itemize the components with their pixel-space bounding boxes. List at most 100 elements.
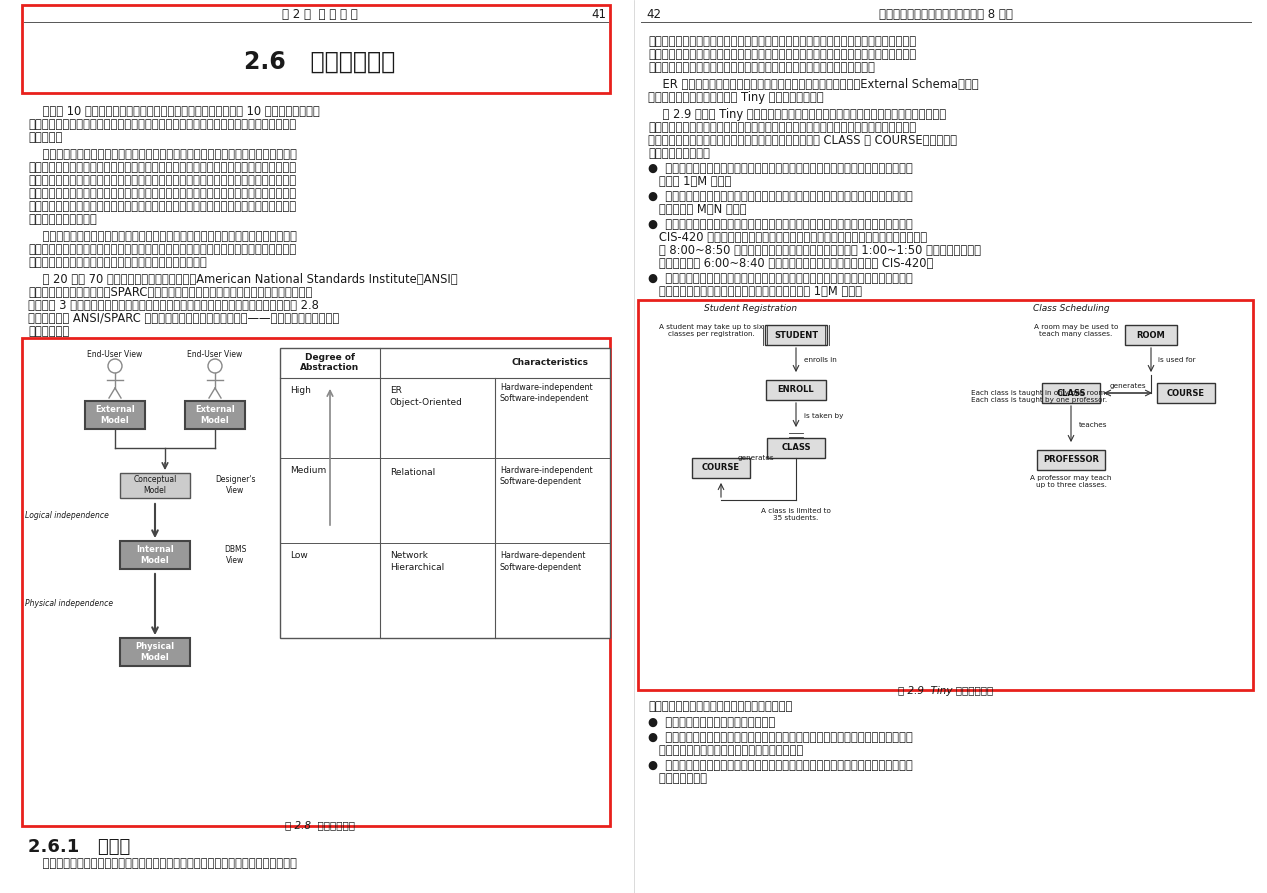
Text: 同时间被多个班级使用。因此，教室和班级之间是 1：M 联系。: 同时间被多个班级使用。因此，教室和班级之间是 1：M 联系。: [647, 285, 862, 298]
Text: End-User View: End-User View: [87, 350, 143, 359]
Bar: [639, 300, 1253, 690]
Text: ROOM: ROOM: [1136, 330, 1166, 339]
Text: Hardware-dependent: Hardware-dependent: [500, 551, 585, 560]
Text: Software-dependent: Software-dependent: [500, 477, 582, 486]
Bar: [1125, 325, 1177, 345]
Bar: [120, 638, 190, 666]
Text: 外部模型所定义的所有处理、操作需求和约束；: 外部模型所定义的所有处理、操作需求和约束；: [647, 744, 803, 757]
Text: 层次的抽象对整合组织内不同层次的数据视图也很有帮助。: 层次的抽象对整合组织内不同层次的数据视图也很有帮助。: [28, 256, 207, 269]
Text: 所示。该图对 ANSI/SPARC 框架进行了扩展：增加了物理模型——定义内模式中物理层次: 所示。该图对 ANSI/SPARC 框架进行了扩展：增加了物理模型——定义内模式…: [28, 312, 340, 325]
Text: PROFESSOR: PROFESSOR: [1043, 455, 1098, 464]
Text: External
Model: External Model: [195, 405, 234, 425]
Text: Degree of: Degree of: [305, 353, 355, 362]
Text: ER: ER: [390, 386, 402, 395]
Text: 是下一层抽象的基础。: 是下一层抽象的基础。: [28, 213, 96, 226]
Text: 午 8:00~8:50 上课；另一个班安排在周一、三、五下午 1:00~1:50 上课；第三个班安: 午 8:00~8:50 上课；另一个班安排在周一、三、五下午 1:00~1:50…: [647, 244, 981, 257]
Text: 门的用户都认为他们的数据子集与公司的其他部门是分离的或者是外部的。: 门的用户都认为他们的数据子集与公司的其他部门是分离的或者是外部的。: [647, 61, 875, 74]
Text: Network: Network: [390, 551, 428, 560]
Text: 数据库系统设计、实现与管理（第 8 版）: 数据库系统设计、实现与管理（第 8 版）: [879, 9, 1012, 21]
Text: Software-dependent: Software-dependent: [500, 563, 582, 572]
Text: CIS-420 的数据库课程可能同时有多个选课班，其中一个班安排在周一、三、五上: CIS-420 的数据库课程可能同时有多个选课班，其中一个班安排在周一、三、五上: [647, 231, 927, 244]
Bar: [22, 338, 609, 826]
Text: 图 2.9  Tiny 大学的外模型: 图 2.9 Tiny 大学的外模型: [898, 686, 993, 696]
Text: ER 图可用于表示外部视图。外部视图的特定表示称为外模式（External Schema）。为: ER 图可用于表示外部视图。外部视图的特定表示称为外模式（External Sc…: [647, 78, 978, 91]
Bar: [765, 325, 827, 345]
Text: 排在周四晚上 6:00~8:40 上课。但所有三个班的课程编号都是 CIS-420。: 排在周四晚上 6:00~8:40 上课。但所有三个班的课程编号都是 CIS-42…: [647, 257, 934, 270]
Text: 无法进行加工，而确定工程细节又离不开设计人员的总体设计框架。因此，每一层抽象都: 无法进行加工，而确定工程细节又离不开设计人员的总体设计框架。因此，每一层抽象都: [28, 200, 296, 213]
Text: A professor may teach
up to three classes.: A professor may teach up to three classe…: [1030, 475, 1111, 488]
Text: ●  一个教授可以教多个选课班，而每个选课班只能由一个教授授课，即教授与选课班: ● 一个教授可以教多个选课班，而每个选课班只能由一个教授授课，即教授与选课班: [647, 162, 912, 175]
Text: 市场等。这些部门都有各自的约束和需求，且都使用公司全局数据的子集。因此，每个部: 市场等。这些部门都有各自的约束和需求，且都使用公司全局数据的子集。因此，每个部: [647, 48, 916, 61]
Text: High: High: [290, 386, 310, 395]
Text: Relational: Relational: [390, 468, 436, 477]
Text: 使用外部视图表示数据库的子集具有以下优点：: 使用外部视图表示数据库的子集具有以下优点：: [647, 700, 792, 713]
Text: Each class is taught in only one room.
Each class is taught by one professor.: Each class is taught in only one room. E…: [971, 390, 1107, 403]
Bar: [692, 458, 750, 478]
Bar: [22, 5, 609, 93]
Text: 了说明外模型视图，下面分析 Tiny 大学的数据环境。: 了说明外模型视图，下面分析 Tiny 大学的数据环境。: [647, 91, 824, 104]
Text: 视图共享公共实体。例如，两个部门的外部模式共享实体 CLASS 和 COURSE。各实体之: 视图共享公共实体。例如，两个部门的外部模式共享实体 CLASS 和 COURSE…: [647, 134, 957, 147]
Text: is used for: is used for: [1158, 357, 1196, 363]
Text: CLASS: CLASS: [782, 444, 811, 453]
Text: External
Model: External Model: [95, 405, 134, 425]
Text: A class is limited to
35 students.: A class is limited to 35 students.: [761, 508, 831, 521]
Text: Abstraction: Abstraction: [300, 363, 360, 372]
Bar: [120, 473, 190, 498]
Text: 实体、联系、过程及约束。要注意的是，虽然应用视图彼此独立，但是每个视图可与其他: 实体、联系、过程及约束。要注意的是，虽然应用视图彼此独立，但是每个视图可与其他: [647, 121, 916, 134]
Text: ●  每门课程可开设多个选课班，而每个选课班只能属于一门课程。例如，课程编号为: ● 每门课程可开设多个选课班，而每个选课班只能属于一门课程。例如，课程编号为: [647, 218, 912, 231]
Text: 据的抽象视图，然后在设计过程中逐渐添加具体细节内容，最终接近具体实现。使用不同: 据的抽象视图，然后在设计过程中逐渐添加具体细节内容，最终接近具体实现。使用不同: [28, 243, 296, 256]
Text: 第 2 章  数 据 模 型: 第 2 章 数 据 模 型: [283, 9, 357, 21]
Text: Object-Oriented: Object-Oriented: [390, 398, 462, 407]
Text: CLASS: CLASS: [1057, 388, 1086, 397]
Text: 间的联系分析如下：: 间的联系分析如下：: [647, 147, 710, 160]
Bar: [767, 438, 825, 458]
Text: 外模型是用户的数据视图。此处的用户是指通过应用程序操纵数据并产生信息的人，: 外模型是用户的数据视图。此处的用户是指通过应用程序操纵数据并产生信息的人，: [28, 857, 296, 870]
Text: 课班之间是 M：N 联系。: 课班之间是 M：N 联系。: [647, 203, 746, 216]
Text: A student may take up to six
classes per registration.: A student may take up to six classes per…: [659, 324, 763, 337]
Text: 2.6.1   外模型: 2.6.1 外模型: [28, 838, 131, 856]
Bar: [120, 541, 190, 569]
Text: Hierarchical: Hierarchical: [390, 563, 445, 572]
Text: 图 2.8  数据抽象层次: 图 2.8 数据抽象层次: [285, 820, 355, 830]
Text: 图 2.9 表示了 Tiny 大学两个部门的外模式：学生注册和课程计划。每个外模式包括了: 图 2.9 表示了 Tiny 大学两个部门的外模式：学生注册和课程计划。每个外模…: [647, 108, 946, 121]
Bar: [767, 380, 826, 400]
Text: 之间是 1：M 联系。: 之间是 1：M 联系。: [647, 175, 731, 188]
Text: ●  易于识别每个部门所需的特定数据；: ● 易于识别每个部门所需的特定数据；: [647, 716, 775, 729]
Text: 他们一般是在特定部门的应用环境中工作。通常，公司可分为许多部门，如销售、财务和: 他们一般是在特定部门的应用环境中工作。通常，公司可分为许多部门，如销售、财务和: [647, 35, 916, 48]
Text: ●  有助于保证数据库安全。当每个部门只允许访问自己的数据子集时，数据库的安全: ● 有助于保证数据库安全。当每个部门只允许访问自己的数据子集时，数据库的安全: [647, 759, 912, 772]
Text: 如果向 10 个数据库设计人员询问什么是数据模型，可能会得到 10 个不同的答案，这: 如果向 10 个数据库设计人员询问什么是数据模型，可能会得到 10 个不同的答案…: [28, 105, 319, 118]
Text: generates: generates: [737, 455, 774, 461]
Text: is taken by: is taken by: [805, 413, 844, 419]
Text: Logical independence: Logical independence: [25, 512, 109, 521]
Bar: [280, 348, 609, 638]
Text: 41: 41: [590, 9, 606, 21]
Text: Internal
Model: Internal Model: [136, 546, 174, 564]
Text: 从高层次抽象开始，并向不断深入的细节层次发展。可以看到，工厂在工程细节确定之前: 从高层次抽象开始，并向不断深入的细节层次发展。可以看到，工厂在工程细节确定之前: [28, 187, 296, 200]
Text: End-User View: End-User View: [188, 350, 242, 359]
Text: Hardware-independent: Hardware-independent: [500, 383, 593, 392]
Text: A room may be used to
teach many classes.: A room may be used to teach many classes…: [1034, 324, 1119, 337]
Text: Class Scheduling: Class Scheduling: [1033, 304, 1110, 313]
Text: Characteristics: Characteristics: [512, 358, 588, 367]
Text: COURSE: COURSE: [1167, 388, 1205, 397]
Text: 具体细节，将设计人员的设计思想转化成能够进行生产的汽车结构。最后，工程师将工程: 具体细节，将设计人员的设计思想转化成能够进行生产的汽车结构。最后，工程师将工程: [28, 161, 296, 174]
Text: 首先，设计人员设计出汽车的总体框架。然后，工程师根据总体框架开始设计汽车的: 首先，设计人员设计出汽车的总体框架。然后，工程师根据总体框架开始设计汽车的: [28, 148, 296, 161]
Text: ●  有助于简化设计者的工作。设计者可通过外部视图检查数据模型，以确保它能支持: ● 有助于简化设计者的工作。设计者可通过外部视图检查数据模型，以确保它能支持: [647, 731, 912, 744]
Text: 的实现细节。: 的实现细节。: [28, 325, 70, 338]
Bar: [1036, 450, 1105, 470]
Text: Software-independent: Software-independent: [500, 394, 589, 403]
Text: COURSE: COURSE: [702, 463, 740, 472]
Bar: [1041, 383, 1100, 403]
Text: 42: 42: [646, 9, 661, 21]
Text: generates: generates: [1110, 383, 1147, 389]
Bar: [85, 401, 144, 429]
Text: Hardware-independent: Hardware-independent: [500, 466, 593, 475]
Text: 设计图转化成产品规格说明，用于指导工厂生产。从这个过程可以看出，汽车生产过程是: 设计图转化成产品规格说明，用于指导工厂生产。从这个过程可以看出，汽车生产过程是: [28, 174, 296, 187]
Bar: [185, 401, 245, 429]
Text: Physical
Model: Physical Model: [136, 642, 175, 662]
Text: ●  一个选课班可以接收多名学生注册，且每个学生可以注册多个选课班，即学生和选: ● 一个选课班可以接收多名学生注册，且每个学生可以注册多个选课班，即学生和选: [647, 190, 912, 203]
Text: Student Registration: Student Registration: [704, 304, 797, 313]
Text: 计的例子。: 计的例子。: [28, 131, 62, 144]
Text: Physical independence: Physical independence: [25, 598, 113, 607]
Text: teaches: teaches: [1079, 422, 1107, 428]
